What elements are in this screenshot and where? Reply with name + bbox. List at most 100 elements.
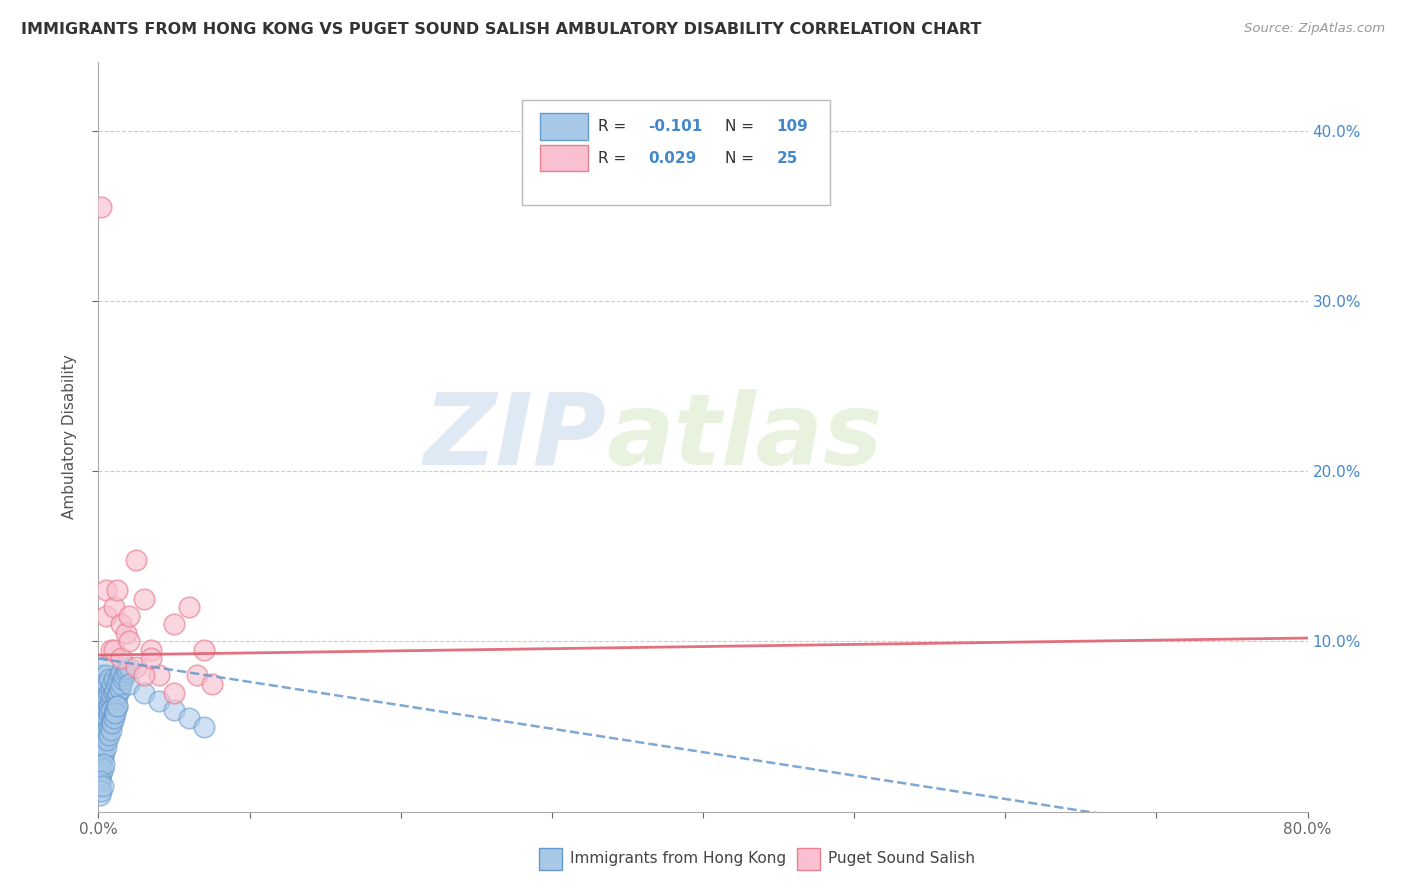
Point: [91, 698, 114, 712]
Point: [90, 757, 112, 772]
Point: [100, 702, 122, 716]
Point: [94, 739, 117, 754]
Point: [93, 745, 115, 759]
Point: [105, 699, 128, 714]
Point: [114, 665, 136, 679]
Point: [93, 757, 115, 772]
Point: [94, 583, 117, 598]
Point: [94, 668, 117, 682]
Text: ZIP: ZIP: [423, 389, 606, 485]
Point: [101, 716, 124, 731]
Point: [100, 723, 122, 737]
Text: 0.029: 0.029: [648, 151, 697, 166]
Point: [110, 677, 132, 691]
Text: -0.101: -0.101: [648, 119, 703, 134]
Point: [96, 716, 118, 731]
Point: [193, 720, 215, 734]
Point: [148, 668, 170, 682]
Point: [94, 706, 117, 720]
Point: [91, 762, 114, 776]
Point: [101, 689, 124, 703]
Point: [89, 728, 111, 742]
Point: [104, 702, 127, 716]
Point: [90, 200, 112, 214]
Point: [186, 668, 208, 682]
Point: [89, 711, 111, 725]
Point: [110, 665, 132, 679]
Point: [89, 788, 111, 802]
Point: [110, 651, 132, 665]
Point: [201, 677, 224, 691]
Y-axis label: Ambulatory Disability: Ambulatory Disability: [62, 355, 77, 519]
Point: [98, 699, 121, 714]
Point: [100, 716, 122, 731]
Point: [90, 668, 112, 682]
Point: [118, 677, 141, 691]
Point: [98, 706, 121, 720]
Point: [163, 617, 186, 632]
Point: [93, 677, 115, 691]
Point: [96, 723, 118, 737]
Point: [110, 617, 132, 632]
Point: [118, 660, 141, 674]
Point: [98, 685, 121, 699]
Point: [89, 694, 111, 708]
Point: [104, 706, 127, 720]
Point: [90, 767, 112, 781]
Point: [104, 694, 127, 708]
Text: Source: ZipAtlas.com: Source: ZipAtlas.com: [1244, 22, 1385, 36]
Point: [96, 702, 118, 716]
Point: [91, 685, 114, 699]
Point: [89, 774, 111, 789]
Point: [96, 733, 118, 747]
Point: [94, 720, 117, 734]
Point: [103, 672, 125, 686]
Point: [118, 608, 141, 623]
Point: [98, 728, 121, 742]
Point: [101, 711, 124, 725]
Point: [93, 720, 115, 734]
Point: [90, 733, 112, 747]
Point: [105, 677, 128, 691]
Point: [90, 685, 112, 699]
Text: IMMIGRANTS FROM HONG KONG VS PUGET SOUND SALISH AMBULATORY DISABILITY CORRELATIO: IMMIGRANTS FROM HONG KONG VS PUGET SOUND…: [21, 22, 981, 37]
Point: [93, 689, 115, 703]
Point: [107, 672, 129, 686]
Point: [90, 694, 112, 708]
Point: [94, 716, 117, 731]
Point: [89, 739, 111, 754]
Point: [101, 702, 124, 716]
Point: [89, 720, 111, 734]
Point: [96, 711, 118, 725]
Point: [132, 591, 155, 606]
Point: [100, 643, 122, 657]
Text: R =: R =: [598, 119, 631, 134]
Point: [94, 694, 117, 708]
Bar: [540, 113, 588, 140]
Point: [114, 626, 136, 640]
Point: [90, 702, 112, 716]
Point: [100, 682, 122, 697]
Point: [141, 643, 163, 657]
Point: [104, 682, 127, 697]
Point: [98, 711, 121, 725]
Point: [90, 723, 112, 737]
Point: [91, 750, 114, 764]
Point: [103, 600, 125, 615]
Point: [98, 672, 121, 686]
Point: [90, 745, 112, 759]
Point: [163, 685, 186, 699]
Point: [91, 728, 114, 742]
Point: [163, 702, 186, 716]
Point: [91, 660, 114, 674]
Point: [91, 728, 114, 742]
Point: [111, 672, 134, 686]
Point: [101, 677, 124, 691]
Point: [100, 706, 122, 720]
Point: [108, 682, 131, 697]
Bar: [540, 848, 562, 870]
FancyBboxPatch shape: [522, 100, 830, 205]
Point: [90, 711, 112, 725]
Point: [148, 694, 170, 708]
Point: [103, 711, 125, 725]
